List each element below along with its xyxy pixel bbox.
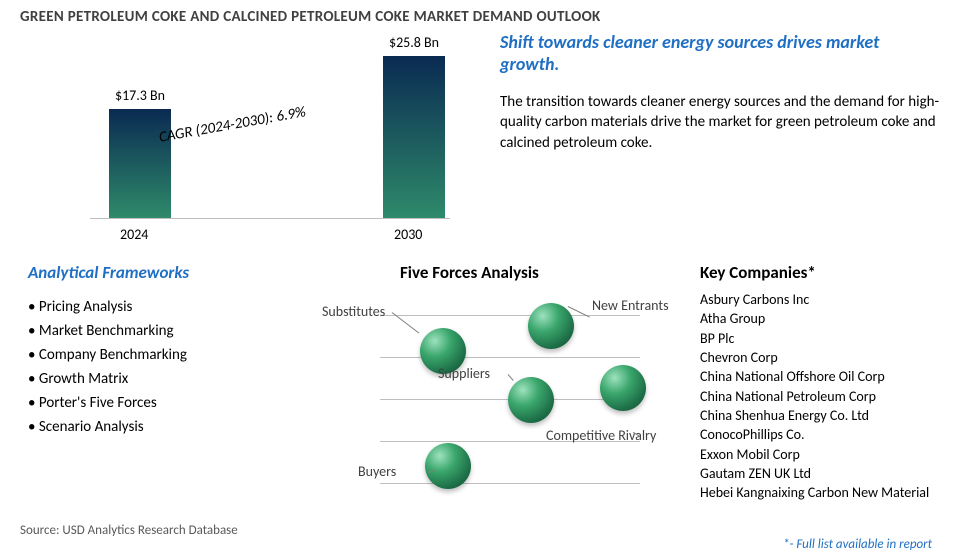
company-item: BP Plc [700,329,929,348]
companies-list: Asbury Carbons IncAtha GroupBP PlcChevro… [700,290,929,502]
framework-item: Scenario Analysis [28,415,187,439]
company-item: China National Petroleum Corp [700,387,929,406]
sphere-icon [508,377,554,423]
cagr-annotation: CAGR (2024-2030): 6.9% [158,103,308,147]
headline-text: Shift towards cleaner energy sources dri… [500,32,940,75]
bar-xlabel-2024: 2024 [120,226,148,243]
bar-value-2024: $17.3 Bn [95,87,185,104]
company-item: Atha Group [700,309,929,328]
source-text: Source: USD Analytics Research Database [20,523,238,538]
force-ball-buyers [425,443,471,489]
force-label: New Entrants [592,297,669,314]
company-item: China National Offshore Oil Corp [700,367,929,386]
bar-2024 [109,109,171,218]
force-ball-competitive-rivalry [600,365,646,411]
company-item: ConocoPhillips Co. [700,425,929,444]
demand-bar-chart: $17.3 Bn 2024 $25.8 Bn 2030 CAGR (2024-2030… [10,28,485,248]
framework-item: Growth Matrix [28,367,187,391]
footnote-text: *- Full list available in report [783,537,932,552]
force-label: Suppliers [438,365,490,382]
companies-title: Key Companies* [700,262,816,283]
framework-item: Company Benchmarking [28,343,187,367]
five-forces-gridline [380,357,640,358]
five-forces-title: Five Forces Analysis [400,262,539,283]
force-label: Substitutes [322,303,385,320]
five-forces-gridline [380,315,640,316]
five-forces-diagram: SubstitutesNew EntrantsSuppliersCompetit… [310,285,690,515]
company-item: Exxon Mobil Corp [700,445,929,464]
chart-baseline [90,218,450,219]
company-item: Chevron Corp [700,348,929,367]
bar-value-2030: $25.8 Bn [369,34,459,51]
framework-item: Porter's Five Forces [28,391,187,415]
force-label: Buyers [358,463,396,480]
bar-xlabel-2030: 2030 [394,226,422,243]
sphere-icon [528,303,574,349]
frameworks-list: Pricing AnalysisMarket BenchmarkingCompa… [28,295,187,439]
sphere-icon [600,365,646,411]
frameworks-title: Analytical Frameworks [28,262,189,283]
company-item: Hebei Kangnaixing Carbon New Material [700,483,929,502]
framework-item: Market Benchmarking [28,319,187,343]
bar-2030 [383,56,445,218]
force-ball-new-entrants [528,303,574,349]
force-ball-suppliers [508,377,554,423]
five-forces-gridline [380,483,640,484]
company-item: Asbury Carbons Inc [700,290,929,309]
company-item: China Shenhua Energy Co. Ltd [700,406,929,425]
sphere-icon [425,443,471,489]
framework-item: Pricing Analysis [28,295,187,319]
body-text: The transition towards cleaner energy so… [500,92,940,153]
company-item: Gautam ZEN UK Ltd [700,464,929,483]
page-title: GREEN PETROLEUM COKE AND CALCINED PETROL… [20,8,601,26]
